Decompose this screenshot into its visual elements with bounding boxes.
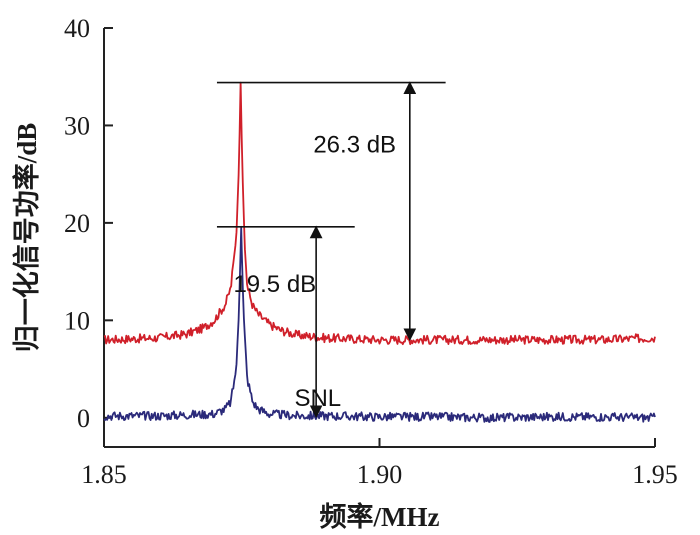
series-line-1 bbox=[103, 225, 656, 423]
annotation-label-1: 19.5 dB bbox=[233, 271, 316, 298]
series-layer bbox=[103, 81, 656, 423]
axes: 0 10 20 30 40 1.85 1.90 1.95 bbox=[64, 14, 678, 489]
annotation-label-2: SNL bbox=[294, 385, 341, 412]
x-tick-label: 1.90 bbox=[357, 460, 403, 489]
y-axis-title: 归一化信号功率/dB bbox=[11, 123, 42, 353]
annotation-label-0: 26.3 dB bbox=[313, 132, 396, 159]
series-line-0 bbox=[103, 81, 656, 346]
x-tick-label: 1.85 bbox=[81, 460, 127, 489]
y-tick-label: 0 bbox=[77, 404, 90, 433]
annotation-layer: 26.3 dB 19.5 dB SNL bbox=[216, 81, 446, 419]
y-tick-label: 40 bbox=[64, 14, 90, 43]
y-tick-label: 10 bbox=[64, 306, 90, 335]
y-tick-label: 30 bbox=[64, 111, 90, 140]
x-axis-title: 频率/MHz bbox=[320, 501, 440, 532]
x-tick-label: 1.95 bbox=[632, 460, 678, 489]
y-tick-label: 20 bbox=[64, 209, 90, 238]
